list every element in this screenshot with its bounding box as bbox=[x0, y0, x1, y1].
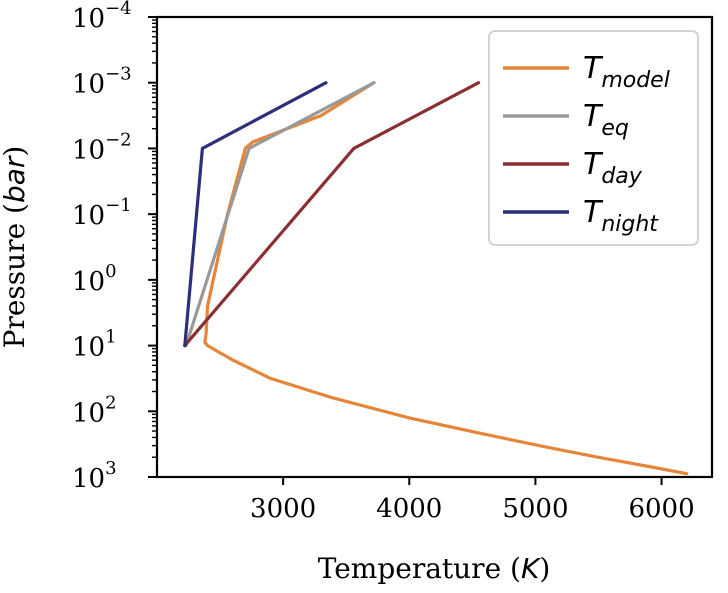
series-line-day bbox=[183, 81, 481, 348]
y-tick-label: 102 bbox=[72, 392, 117, 428]
plot-lines bbox=[183, 81, 689, 476]
y-axis-title: Pressure (bar) bbox=[0, 146, 31, 349]
x-tick-label: 4000 bbox=[376, 494, 442, 524]
y-tick-label: 10−3 bbox=[72, 64, 132, 100]
y-axis-ticks: 10−4 10−3 10−2 10−1 100 101 102 103 bbox=[72, 0, 157, 494]
y-tick-label: 10−1 bbox=[72, 195, 132, 231]
y-tick-label: 103 bbox=[72, 458, 117, 494]
y-tick-label: 101 bbox=[72, 327, 117, 363]
y-tick-label: 10−2 bbox=[72, 129, 132, 165]
axes-frame bbox=[155, 15, 714, 479]
x-tick-label: 5000 bbox=[502, 494, 568, 524]
x-tick-label: 3000 bbox=[250, 494, 316, 524]
x-axis-ticks: 3000 4000 5000 6000 bbox=[250, 477, 695, 524]
legend-label-model: Tmodel bbox=[583, 51, 670, 93]
series-line-model bbox=[203, 81, 689, 476]
series-line-eq bbox=[184, 81, 376, 348]
y-tick-label: 100 bbox=[72, 261, 117, 297]
legend: Tmodel Teq Tday Tnight bbox=[488, 30, 699, 246]
legend-label-day: Tday bbox=[583, 147, 643, 189]
legend-label-night: Tnight bbox=[583, 195, 659, 237]
x-tick-label: 6000 bbox=[628, 494, 694, 524]
legend-box bbox=[488, 30, 699, 246]
series-line-night bbox=[183, 81, 328, 348]
x-axis-title: Temperature (K) bbox=[318, 552, 551, 585]
legend-label-eq: Teq bbox=[583, 99, 629, 141]
y-tick-label: 10−4 bbox=[72, 0, 132, 34]
